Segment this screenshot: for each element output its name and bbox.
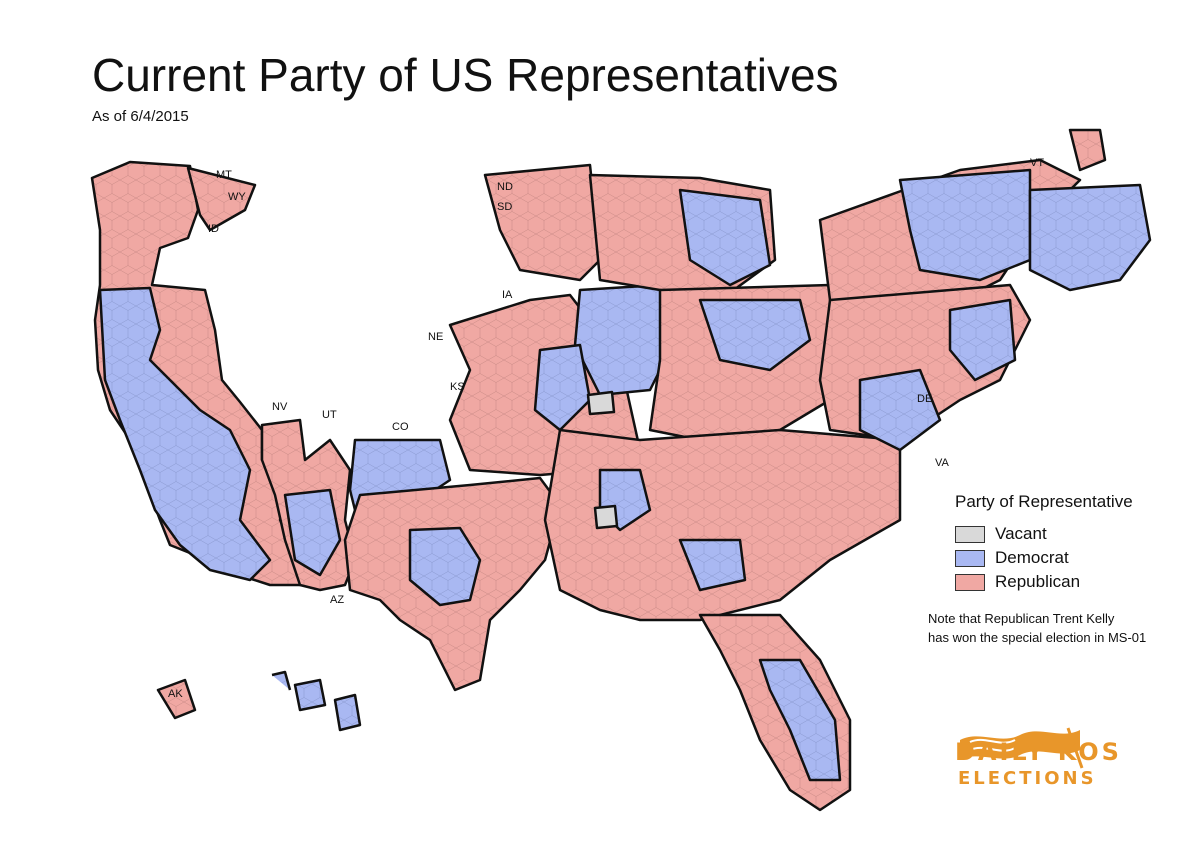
region-nj-dem	[948, 298, 1017, 382]
flag-logo-icon	[960, 727, 1084, 769]
legend-item-republican: Republican	[955, 570, 1133, 594]
state-label-sd: SD	[497, 201, 512, 213]
state-label-ut: UT	[322, 409, 337, 421]
region-me	[1068, 128, 1107, 172]
legend-title: Party of Representative	[955, 492, 1133, 511]
state-label-ak: AK	[168, 688, 183, 700]
region-il-dem	[533, 343, 592, 432]
legend-label-republican: Republican	[995, 572, 1081, 591]
region-tx-dem	[408, 526, 482, 607]
region-mi-dem	[678, 188, 772, 287]
region-md-va-dem	[858, 368, 942, 452]
region-dakotas	[483, 163, 602, 282]
legend-swatch-republican	[955, 573, 985, 591]
legend-item-vacant: Vacant	[955, 522, 1133, 546]
logo-text-elections: ELECTIONS	[958, 768, 1097, 789]
region-vacant-ms01	[593, 504, 619, 530]
footnote-line-2: has won the special election in MS-01	[928, 630, 1147, 645]
state-label-ia: IA	[502, 289, 513, 301]
state-label-de: DE	[917, 393, 932, 405]
region-ga-dem	[678, 538, 747, 592]
state-label-vt: VT	[1030, 157, 1044, 169]
region-vacant-il18	[586, 390, 616, 416]
state-label-co: CO	[392, 421, 409, 433]
logo-text-daily-kos: DAILY KOS	[955, 738, 1122, 766]
state-label-id: ID	[208, 223, 219, 235]
legend-swatch-democrat	[955, 549, 985, 567]
state-label-va: VA	[935, 457, 950, 469]
state-label-nv: NV	[272, 401, 288, 413]
region-new-england	[1028, 183, 1152, 292]
state-label-ne: NE	[428, 331, 443, 343]
region-ak	[156, 678, 197, 720]
region-ny-dem	[898, 168, 1032, 282]
legend-swatch-vacant	[955, 525, 985, 543]
page-subtitle: As of 6/4/2015	[92, 108, 189, 125]
state-label-wy: WY	[228, 191, 246, 203]
state-label-mt: MT	[216, 169, 232, 181]
state-label-ks: KS	[450, 381, 465, 393]
region-fl-dem	[758, 658, 842, 782]
region-mountain-west	[186, 166, 257, 232]
legend-label-democrat: Democrat	[995, 548, 1069, 567]
legend-item-democrat: Democrat	[955, 546, 1133, 570]
footnote: Note that Republican Trent Kelly has won…	[928, 609, 1146, 647]
region-ca-dem	[98, 286, 272, 582]
legend-label-vacant: Vacant	[995, 524, 1047, 543]
region-hi	[271, 670, 362, 732]
footnote-line-1: Note that Republican Trent Kelly	[928, 611, 1115, 626]
region-oh-dem	[698, 298, 812, 372]
state-label-nd: ND	[497, 181, 513, 193]
region-az-dem	[283, 488, 342, 577]
legend: Party of Representative Vacant Democrat …	[955, 492, 1133, 594]
state-label-az: AZ	[330, 594, 344, 606]
page-title: Current Party of US Representatives	[92, 49, 839, 101]
